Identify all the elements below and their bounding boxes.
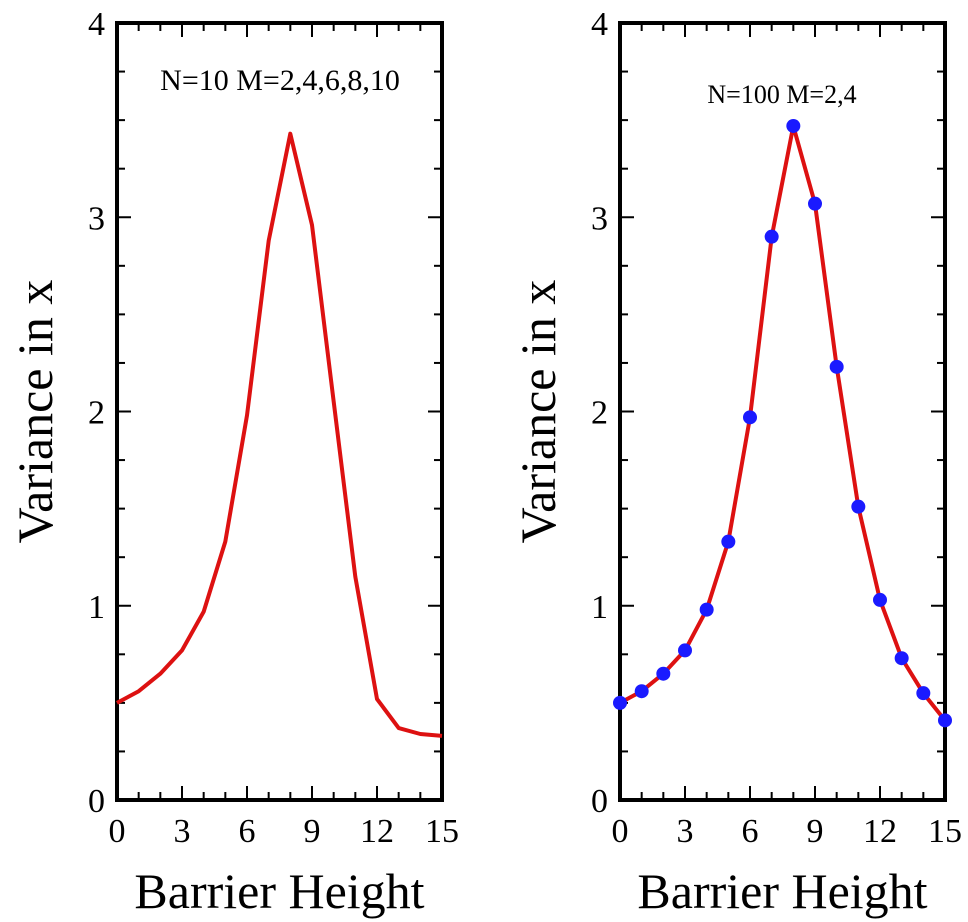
- x-tick-label: 6: [742, 813, 759, 850]
- y-tick-label: 2: [88, 395, 105, 432]
- y-tick-label: 0: [591, 783, 608, 820]
- y-tick-label: 4: [88, 6, 105, 43]
- y-tick-label: 1: [88, 589, 105, 626]
- data-point: [743, 410, 757, 425]
- data-point: [699, 602, 714, 617]
- data-point: [851, 499, 866, 514]
- chart-annotation: N=10 M=2,4,6,8,10: [160, 64, 400, 97]
- y-tick-label: 2: [591, 395, 608, 432]
- y-axis-label: Variance in x: [7, 280, 63, 544]
- x-tick-label: 0: [109, 813, 126, 850]
- x-axis-label: Barrier Height: [134, 863, 424, 919]
- y-tick-label: 1: [591, 589, 608, 626]
- y-tick-label: 4: [591, 6, 608, 43]
- data-point: [656, 666, 671, 681]
- x-tick-label: 6: [239, 813, 256, 850]
- x-tick-label: 9: [807, 813, 824, 850]
- data-point: [678, 643, 692, 658]
- x-tick-label: 0: [612, 813, 629, 850]
- data-point: [634, 684, 649, 699]
- data-point: [938, 713, 952, 728]
- y-tick-label: 3: [88, 200, 105, 237]
- series-line: [619, 124, 947, 722]
- plot-frame: [115, 21, 444, 802]
- x-tick-label: 9: [304, 813, 321, 850]
- y-tick-label: 3: [591, 200, 608, 237]
- data-point: [894, 651, 909, 666]
- x-tick-label: 15: [928, 813, 962, 850]
- data-point: [808, 196, 822, 211]
- plot-frame: [618, 21, 947, 802]
- data-point: [786, 118, 801, 133]
- series-line: [116, 131, 443, 738]
- data-point: [873, 592, 887, 607]
- data-point: [764, 229, 779, 244]
- x-axis-label: Barrier Height: [637, 863, 927, 919]
- x-tick-label: 15: [425, 813, 459, 850]
- x-tick-label: 12: [360, 813, 394, 850]
- data-point: [829, 359, 844, 374]
- x-tick-label: 3: [174, 813, 191, 850]
- data-point: [721, 534, 736, 549]
- data-point: [613, 695, 627, 710]
- chart-annotation: N=100 M=2,4: [707, 80, 856, 109]
- y-axis-label: Variance in x: [510, 280, 566, 544]
- x-tick-label: 12: [863, 813, 897, 850]
- x-tick-label: 3: [677, 813, 694, 850]
- data-point: [916, 686, 931, 701]
- y-tick-label: 0: [88, 783, 105, 820]
